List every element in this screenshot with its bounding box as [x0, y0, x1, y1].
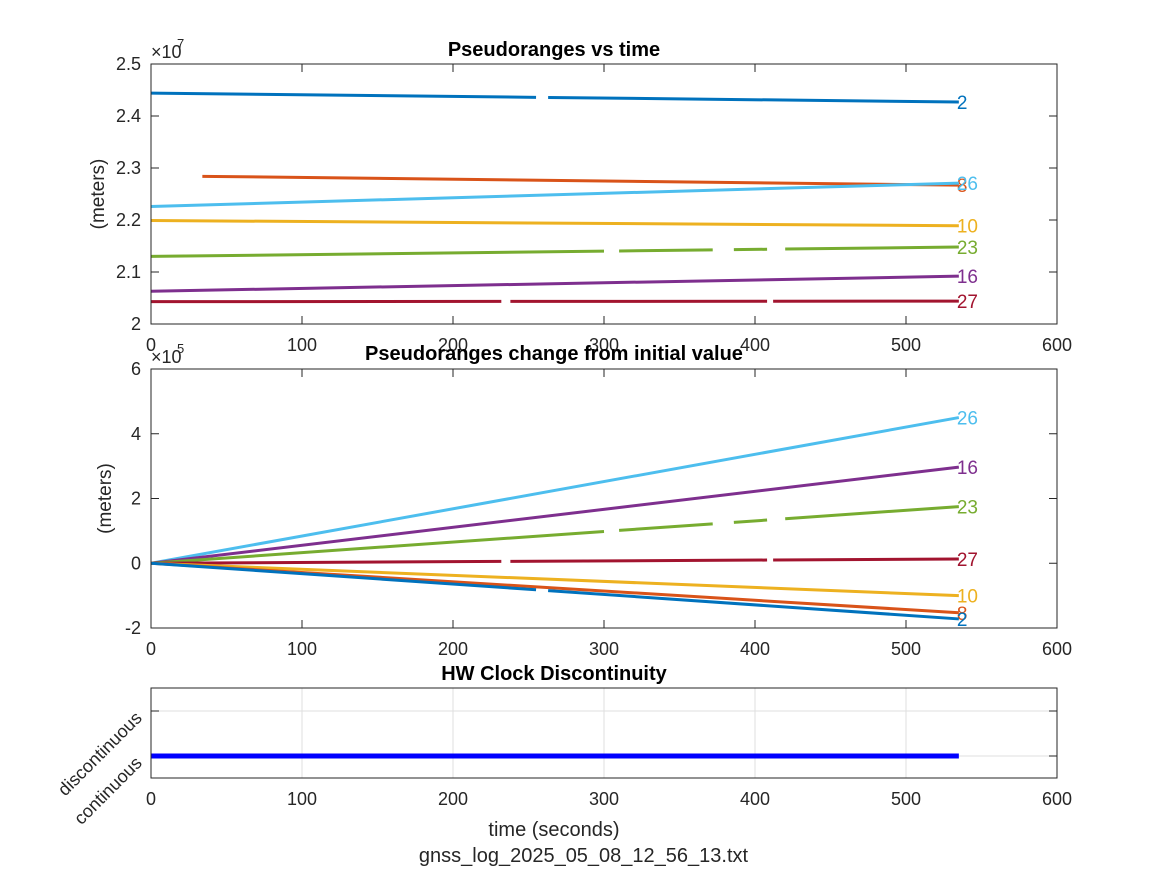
x-tick-label: 500	[891, 639, 921, 659]
chart-3-title: HW Clock Discontinuity	[441, 663, 667, 685]
y-tick-label: 6	[131, 359, 141, 379]
series-label-10: 10	[957, 217, 978, 238]
y-tick-label: -2	[125, 618, 141, 638]
series-label-16: 16	[957, 458, 978, 479]
x-tick-label: 0	[146, 789, 156, 809]
y-tick-label: 2	[131, 489, 141, 509]
series-label-27: 27	[957, 550, 978, 571]
x-tick-label: 400	[740, 639, 770, 659]
x-tick-label: 100	[287, 639, 317, 659]
chart-1-title: Pseudoranges vs time	[448, 39, 660, 61]
x-tick-label: 600	[1042, 639, 1072, 659]
y-tick-label: 2.1	[116, 262, 141, 282]
x-tick-label: 500	[891, 789, 921, 809]
series-line-27	[151, 561, 501, 563]
series-label-16: 16	[957, 267, 978, 288]
x-tick-label: 100	[287, 789, 317, 809]
chart-2-title: Pseudoranges change from initial value	[365, 343, 743, 365]
series-line-23	[785, 247, 959, 249]
series-line-27	[773, 559, 959, 560]
y-tick-label: 2	[131, 314, 141, 334]
x-tick-label: 200	[438, 789, 468, 809]
chart-1-ylabel: (meters)	[88, 159, 109, 230]
x-tick-label: 600	[1042, 335, 1072, 355]
x-tick-label: 500	[891, 335, 921, 355]
x-tick-label: 300	[589, 639, 619, 659]
series-line-27	[510, 560, 767, 561]
axes-2-background	[151, 369, 1057, 628]
series-label-23: 23	[957, 498, 978, 519]
series-label-27: 27	[957, 292, 978, 313]
x-tick-label: 400	[740, 789, 770, 809]
y-tick-label: 0	[131, 553, 141, 573]
series-label-2: 2	[957, 93, 968, 114]
x-tick-label: 600	[1042, 789, 1072, 809]
y-tick-label: 2.5	[116, 54, 141, 74]
x-tick-label: 400	[740, 335, 770, 355]
y-tick-label: 4	[131, 424, 141, 444]
x-tick-label: 100	[287, 335, 317, 355]
series-line-23	[619, 250, 713, 251]
series-label-23: 23	[957, 238, 978, 259]
series-label-26: 26	[957, 409, 978, 430]
y-exponent-power: 7	[177, 36, 184, 51]
log-filename: gnss_log_2025_05_08_12_56_13.txt	[0, 845, 1167, 868]
x-tick-label: 300	[589, 789, 619, 809]
y-tick-label: 2.3	[116, 158, 141, 178]
chart-2-ylabel: (meters)	[95, 463, 116, 534]
series-label-26: 26	[957, 174, 978, 195]
y-tick-label: 2.4	[116, 106, 141, 126]
y-tick-label: 2.2	[116, 210, 141, 230]
y-exponent-power: 5	[177, 341, 184, 356]
x-tick-label: 0	[146, 639, 156, 659]
x-tick-label: 200	[438, 639, 468, 659]
chart-3-xlabel: time (seconds)	[488, 819, 619, 841]
